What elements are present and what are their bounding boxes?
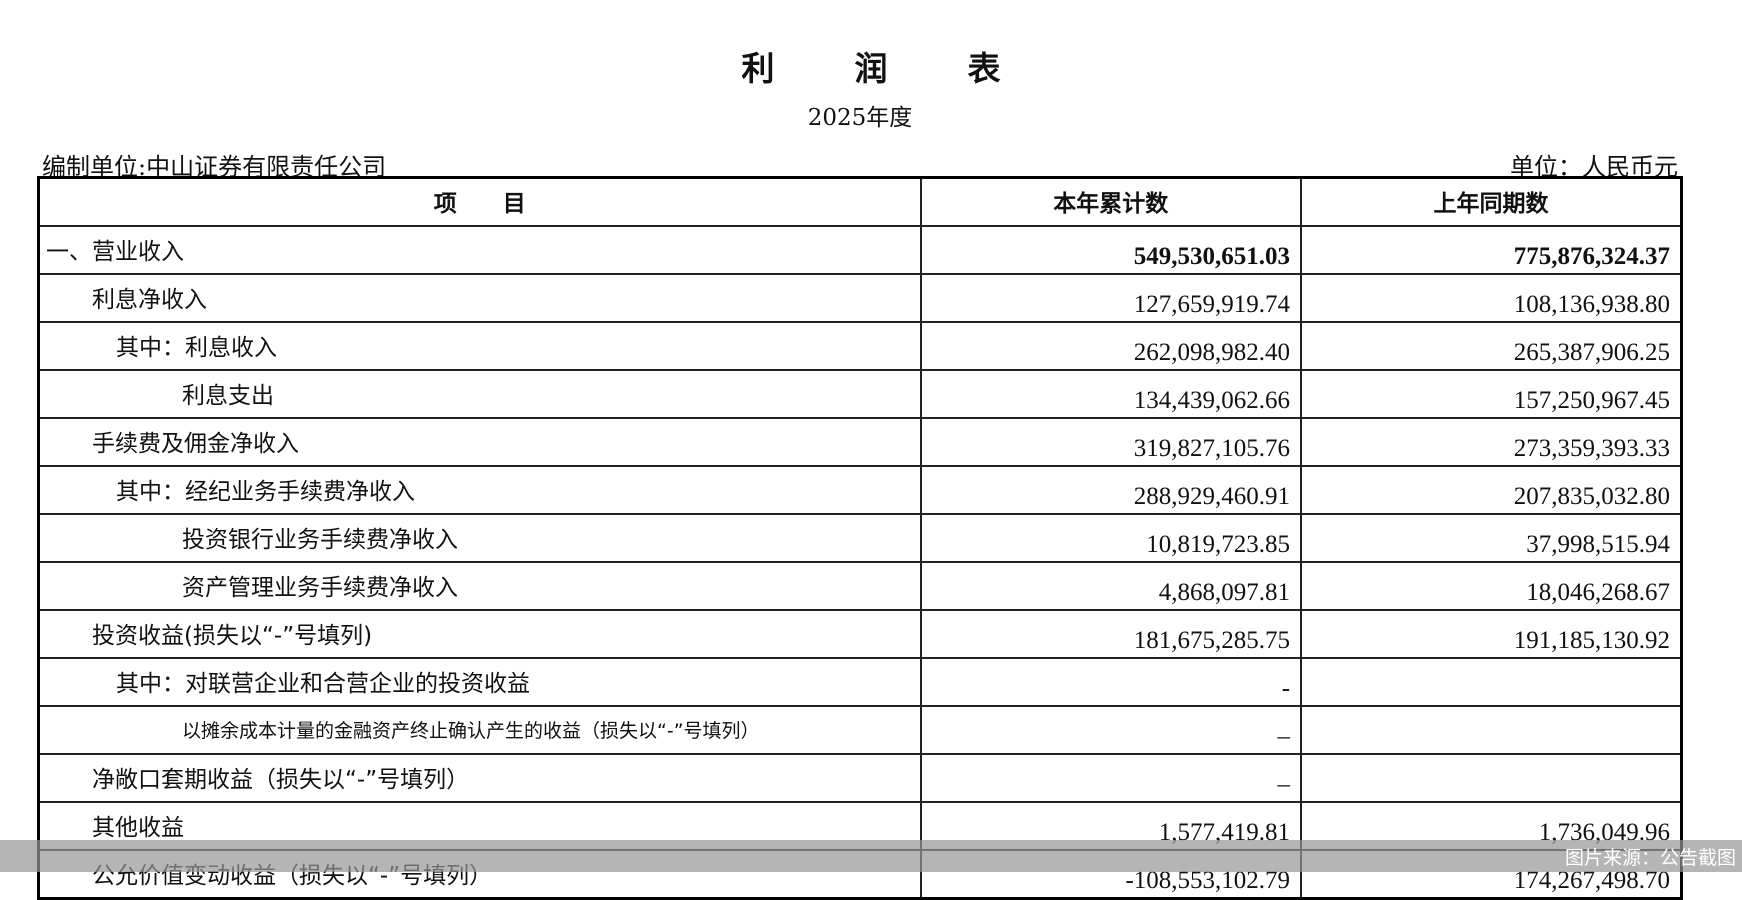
current-year-value: 4,868,097.81 <box>919 561 1303 611</box>
previous-year-value: 191,185,130.92 <box>1300 609 1683 659</box>
table-row: 一、营业收入 549,530,651.03 775,876,324.37 <box>37 225 1683 275</box>
row-label: 资产管理业务手续费净收入 <box>37 561 922 611</box>
row-label: 其中：对联营企业和合营企业的投资收益 <box>37 657 922 707</box>
row-label: 一、营业收入 <box>37 225 922 275</box>
previous-year-value: 265,387,906.25 <box>1300 321 1683 371</box>
table-row: 以摊余成本计量的金融资产终止确认产生的收益（损失以“-”号填列） – <box>37 705 1683 755</box>
table-row: 利息净收入 127,659,919.74 108,136,938.80 <box>37 273 1683 323</box>
current-year-value: 262,098,982.40 <box>919 321 1303 371</box>
previous-year-value: 37,998,515.94 <box>1300 513 1683 563</box>
watermark-text: 图片来源：公告截图 <box>1564 847 1736 869</box>
current-year-value: 549,530,651.03 <box>919 225 1303 275</box>
row-label: 其中：经纪业务手续费净收入 <box>37 465 922 515</box>
column-header-current: 本年累计数 <box>919 176 1303 227</box>
table-row: 其中：经纪业务手续费净收入 288,929,460.91 207,835,032.8… <box>37 465 1683 515</box>
previous-year-value: 157,250,967.45 <box>1300 369 1683 419</box>
page-title: 利润表 <box>741 49 1081 88</box>
row-label: 利息支出 <box>37 369 922 419</box>
row-label: 利息净收入 <box>37 273 922 323</box>
previous-year-value <box>1300 657 1683 707</box>
row-label: 净敞口套期收益（损失以“-”号填列） <box>37 753 922 803</box>
row-label: 其中：利息收入 <box>37 321 922 371</box>
previous-year-value: 775,876,324.37 <box>1300 225 1683 275</box>
current-year-value: 10,819,723.85 <box>919 513 1303 563</box>
table-row: 投资银行业务手续费净收入 10,819,723.85 37,998,515.94 <box>37 513 1683 563</box>
previous-year-value: 18,046,268.67 <box>1300 561 1683 611</box>
table-row: 利息支出 134,439,062.66 157,250,967.45 <box>37 369 1683 419</box>
income-statement-table: 项 目 本年累计数 上年同期数 一、营业收入 549,530,651.03 775,… <box>37 176 1683 900</box>
previous-year-value <box>1300 705 1683 755</box>
current-year-value: 134,439,062.66 <box>919 369 1303 419</box>
table-row: 其中：利息收入 262,098,982.40 265,387,906.25 <box>37 321 1683 371</box>
row-label: 手续费及佣金净收入 <box>37 417 922 467</box>
current-year-value: 288,929,460.91 <box>919 465 1303 515</box>
table-row: 资产管理业务手续费净收入 4,868,097.81 18,046,268.67 <box>37 561 1683 611</box>
row-label: 以摊余成本计量的金融资产终止确认产生的收益（损失以“-”号填列） <box>37 705 922 755</box>
previous-year-value: 207,835,032.80 <box>1300 465 1683 515</box>
previous-year-value <box>1300 753 1683 803</box>
column-header-item: 项 目 <box>37 176 922 227</box>
table-row: 其中：对联营企业和合营企业的投资收益 - <box>37 657 1683 707</box>
current-year-value: 181,675,285.75 <box>919 609 1303 659</box>
current-year-value: 319,827,105.76 <box>919 417 1303 467</box>
row-label: 投资银行业务手续费净收入 <box>37 513 922 563</box>
report-year: 2025年度 <box>807 105 913 131</box>
previous-year-value: 108,136,938.80 <box>1300 273 1683 323</box>
table-row: 净敞口套期收益（损失以“-”号填列） – <box>37 753 1683 803</box>
current-year-value: – <box>919 705 1303 755</box>
previous-year-value: 273,359,393.33 <box>1300 417 1683 467</box>
current-year-value: 127,659,919.74 <box>919 273 1303 323</box>
table-row: 投资收益(损失以“-”号填列) 181,675,285.75 191,185,130… <box>37 609 1683 659</box>
column-header-previous: 上年同期数 <box>1300 176 1683 227</box>
watermark-bar: 图片来源：公告截图 <box>0 840 1742 872</box>
table-row: 手续费及佣金净收入 319,827,105.76 273,359,393.33 <box>37 417 1683 467</box>
row-label: 投资收益(损失以“-”号填列) <box>37 609 922 659</box>
current-year-value: – <box>919 753 1303 803</box>
table-header-row: 项 目 本年累计数 上年同期数 <box>37 176 1683 227</box>
current-year-value: - <box>919 657 1303 707</box>
